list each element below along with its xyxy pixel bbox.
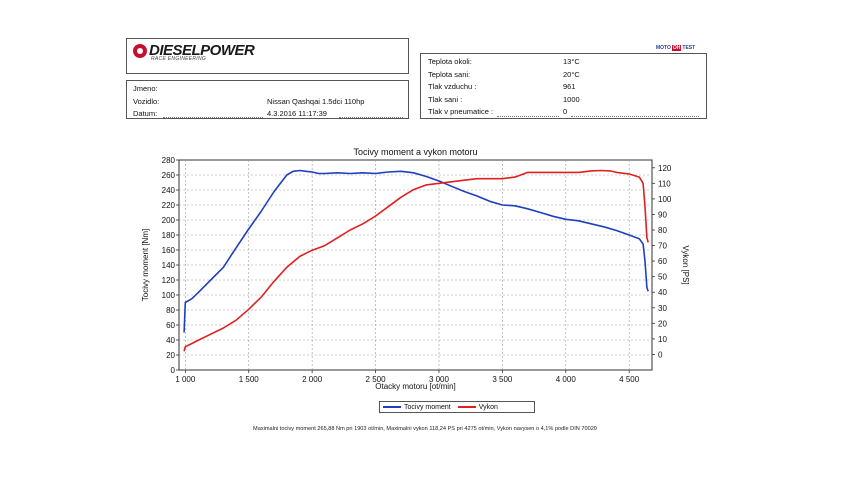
y-tick-label: 180 [162,231,176,240]
x-tick-label: 4 500 [619,375,640,384]
y2-tick-label: 0 [658,350,663,359]
badge-mid: OH [671,45,682,51]
ambient-temp-value: 13°C [563,57,580,66]
y2-tick-label: 110 [658,179,671,188]
y-tick-label: 80 [166,306,175,315]
x-tick-label: 1 500 [239,375,260,384]
chart-title: Tocivy moment a vykon motoru [353,147,477,157]
date-trailer [339,117,403,118]
x-tick-label: 1 000 [175,375,196,384]
power-series-line [183,169,649,352]
x-tick-label: 2 000 [302,375,323,384]
intake-pressure-label: Tlak sani : [428,95,463,104]
y-tick-label: 100 [162,291,176,300]
y-tick-label: 40 [166,336,175,345]
y2-tick-label: 70 [658,242,667,251]
y-tick-label: 160 [162,246,176,255]
legend-power-swatch [457,406,476,408]
tire-leader [497,116,559,117]
intake-pressure-value: 1000 [563,95,580,104]
air-pressure-value: 961 [563,82,576,91]
brand-logo: DIESELPOWER [133,42,255,59]
y-tick-label: 120 [162,276,176,285]
y-tick-label: 20 [166,351,175,360]
badge-right: TEST [682,45,696,51]
x-tick-label: 2 500 [366,375,387,384]
vehicle-info-panel: Jmeno: Vozidlo: Nissan Qashqai 1.5dci 11… [126,80,409,119]
date-value: 4.3.2016 11:17:39 [267,109,327,118]
tire-pressure-label: Tlak v pneumatice : [428,107,494,116]
y-tick-label: 260 [162,171,176,180]
y2-tick-label: 120 [658,164,672,173]
y2-tick-label: 50 [658,273,667,282]
torque-series-line [183,169,649,333]
y-axis-label: Tocivy moment [Nm] [141,229,150,301]
intake-temp-label: Teplota sani: [428,70,471,79]
y2-tick-label: 90 [658,210,667,219]
conditions-panel: Teplota okoli: 13°C Teplota sani: 20°C T… [420,53,707,119]
turbo-logo-icon [133,43,147,58]
x-tick-label: 4 000 [556,375,577,384]
y-tick-label: 140 [162,261,176,270]
y-tick-label: 0 [171,366,176,375]
y2-tick-label: 80 [658,226,667,235]
vehicle-label: Vozidlo: [133,97,160,106]
ambient-temp-label: Teplota okoli: [428,57,472,66]
x-tick-label: 3 500 [492,375,513,384]
intake-temp-value: 20°C [563,70,580,79]
y2-tick-label: 40 [658,288,667,297]
y2-tick-label: 30 [658,304,667,313]
air-pressure-label: Tlak vzduchu : [428,82,477,91]
y2-tick-label: 100 [658,195,672,204]
y-tick-label: 220 [162,201,176,210]
tire-trailer [571,116,699,117]
y2-tick-label: 10 [658,335,667,344]
chart-legend: Tocivy moment Vykon [379,401,535,413]
date-label: Datum: [133,109,158,118]
legend-power-label: Vykon [478,403,498,411]
y-tick-label: 60 [166,321,175,330]
y2-axis-label: Vykon [PS] [681,245,690,284]
y-tick-label: 200 [162,216,176,225]
x-tick-label: 3 000 [429,375,450,384]
y2-tick-label: 20 [658,319,667,328]
logo-panel: DIESELPOWER RACE ENGINEERING [126,38,409,74]
x-axis-label: Otacky motoru [ot/min] [375,382,455,391]
mototest-badge: MOTO OH TEST [656,45,695,51]
name-label: Jmeno: [133,84,158,93]
badge-left: MOTO [656,45,671,51]
summary-footer: Maximalni tocivy moment 265,88 Nm pri 19… [253,426,597,432]
y-tick-label: 280 [162,156,176,165]
vehicle-value: Nissan Qashqai 1.5dci 110hp [267,97,365,106]
legend-item-torque: Tocivy moment [383,404,451,411]
legend-torque-label: Tocivy moment [404,403,451,411]
y-tick-label: 240 [162,186,176,195]
legend-torque-swatch [383,406,401,408]
brand-tagline: RACE ENGINEERING [151,56,207,62]
brand-name: DIESELPOWER [149,42,255,59]
date-leader [163,117,263,118]
tire-pressure-value: 0 [563,107,568,116]
y2-tick-label: 60 [658,257,667,266]
legend-item-power: Vykon [457,403,498,411]
